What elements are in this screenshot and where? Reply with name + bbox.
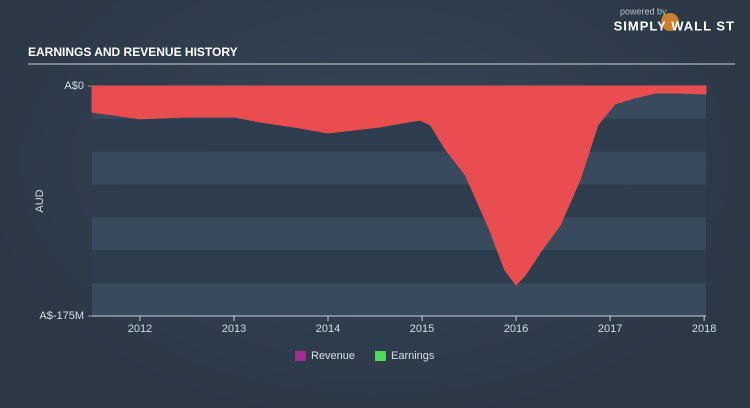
x-tick-label: 2013 [222,323,246,335]
x-tick-label: 2015 [410,323,434,335]
chart-title: EARNINGS AND REVENUE HISTORY [28,45,238,59]
logo-icon [661,13,679,31]
y-tick-label: A$-175M [39,310,84,322]
x-tick-label: 2017 [598,323,622,335]
x-tick-label: 2012 [128,323,152,335]
legend-label: Earnings [391,350,435,362]
plot-band [92,118,706,152]
area-earnings [91,85,707,286]
plot-band [92,184,706,218]
x-tick-label: 2018 [692,323,716,335]
plot-band [92,283,706,316]
plot-band [92,250,706,284]
legend-label: Revenue [311,350,355,362]
legend-swatch [375,351,386,361]
y-axis-label: AUD [34,189,46,212]
x-tick-label: 2014 [316,323,340,335]
x-tick-label: 2016 [504,323,528,335]
brand-name: SIMPLY WALL ST [614,18,735,33]
powered-by: powered by [620,6,667,16]
y-tick-label: A$0 [64,80,84,92]
plot-band [92,217,706,251]
plot-band [92,151,706,185]
legend-swatch [295,351,306,361]
